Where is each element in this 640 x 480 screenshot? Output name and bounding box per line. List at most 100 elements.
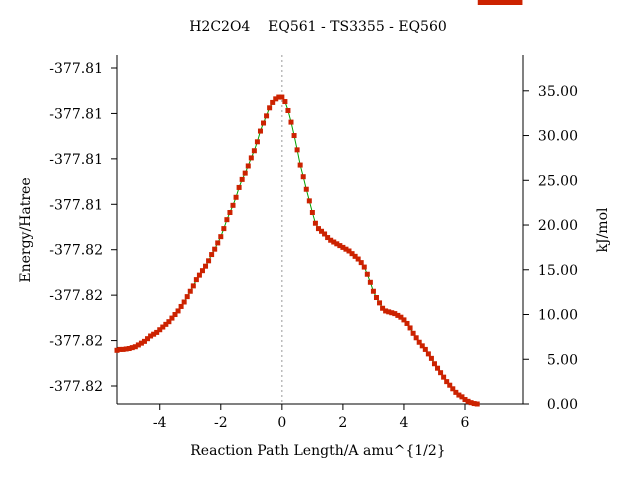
data-point <box>502 0 508 5</box>
data-point <box>199 268 205 274</box>
data-point <box>300 174 306 180</box>
data-point <box>135 342 141 348</box>
data-point <box>499 0 505 5</box>
x-tick-label: 2 <box>338 415 347 431</box>
y-right-tick-label: 20.00 <box>538 218 578 234</box>
y-axis-right: 0.00 5.00 10.00 15.00 20.00 25.00 30.00 35.00 <box>523 84 578 413</box>
data-point <box>364 271 370 277</box>
data-point <box>178 303 184 309</box>
data-point <box>227 209 233 215</box>
data-point <box>407 325 413 331</box>
data-point <box>453 389 459 395</box>
data-point <box>190 283 196 289</box>
data-point <box>166 319 172 325</box>
data-point <box>248 155 254 161</box>
data-point <box>401 317 407 323</box>
data-point <box>303 186 309 192</box>
data-point <box>257 128 263 134</box>
data-point <box>132 344 138 350</box>
data-point <box>459 394 465 400</box>
data-point <box>236 184 242 190</box>
y-left-tick-label: -377.82 <box>49 334 103 350</box>
data-point <box>218 234 224 240</box>
data-point <box>322 231 328 237</box>
data-point <box>340 244 346 250</box>
data-point <box>486 0 492 5</box>
data-point <box>267 105 273 111</box>
data-point <box>114 347 120 353</box>
data-point <box>505 0 511 5</box>
y-left-tick-label: -377.82 <box>49 288 103 304</box>
data-point <box>169 315 175 321</box>
data-point <box>435 365 441 371</box>
data-point <box>239 176 245 182</box>
y-right-tick-label: 15.00 <box>538 263 578 279</box>
data-point <box>160 324 166 330</box>
data-point <box>508 0 514 5</box>
data-point <box>373 295 379 301</box>
x-tick-label: 0 <box>277 415 286 431</box>
data-point <box>212 246 218 252</box>
data-point <box>404 320 410 326</box>
data-point <box>389 310 395 316</box>
data-point <box>514 0 520 5</box>
data-point <box>471 401 477 407</box>
y-left-tick-label: -377.82 <box>49 379 103 395</box>
data-point <box>184 294 190 300</box>
data-point <box>181 299 187 305</box>
data-point <box>151 331 157 337</box>
data-point <box>138 340 144 346</box>
y-left-tick-label: -377.82 <box>49 243 103 259</box>
data-point <box>273 96 279 102</box>
data-point <box>438 370 444 376</box>
data-point <box>377 300 383 306</box>
data-point <box>145 336 151 342</box>
data-point <box>129 345 135 351</box>
data-point <box>398 314 404 320</box>
data-point <box>370 288 376 294</box>
data-point <box>474 401 480 407</box>
data-point <box>410 330 416 336</box>
x-axis-label: Reaction Path Length/A amu^{1/2} <box>190 443 445 459</box>
data-point <box>496 0 502 5</box>
data-point <box>450 386 456 392</box>
data-point <box>279 94 285 100</box>
y-left-tick-label: -377.81 <box>49 61 103 77</box>
y-right-tick-label: 0.00 <box>547 397 578 413</box>
data-point <box>172 312 178 318</box>
data-point <box>444 379 450 385</box>
data-point <box>245 163 251 169</box>
data-point <box>206 258 212 264</box>
data-point <box>306 198 312 204</box>
x-tick-label: -2 <box>214 415 228 431</box>
data-point <box>291 133 297 139</box>
data-point <box>196 272 202 278</box>
data-point <box>157 327 163 333</box>
data-point <box>264 113 270 119</box>
data-point <box>419 343 425 349</box>
data-point <box>395 312 401 318</box>
data-point <box>242 170 248 176</box>
data-point <box>270 99 276 105</box>
data-point <box>141 338 147 344</box>
data-point <box>462 397 468 403</box>
data-point <box>193 277 199 283</box>
data-point <box>431 361 437 367</box>
data-point <box>361 264 367 270</box>
y-right-tick-label: 30.00 <box>538 129 578 145</box>
x-tick-label: 6 <box>461 415 470 431</box>
data-point <box>276 94 282 100</box>
data-point <box>261 120 267 126</box>
chart-title: H2C2O4 EQ561 - TS3355 - EQ560 <box>189 19 447 35</box>
data-point <box>413 335 419 341</box>
data-point <box>325 235 331 241</box>
data-point <box>126 346 132 352</box>
y-left-tick-label: -377.81 <box>49 197 103 213</box>
data-point <box>468 400 474 406</box>
data-point <box>447 382 453 388</box>
data-point <box>483 0 489 5</box>
data-point <box>416 339 422 345</box>
data-point <box>425 351 431 357</box>
data-point <box>148 333 154 339</box>
